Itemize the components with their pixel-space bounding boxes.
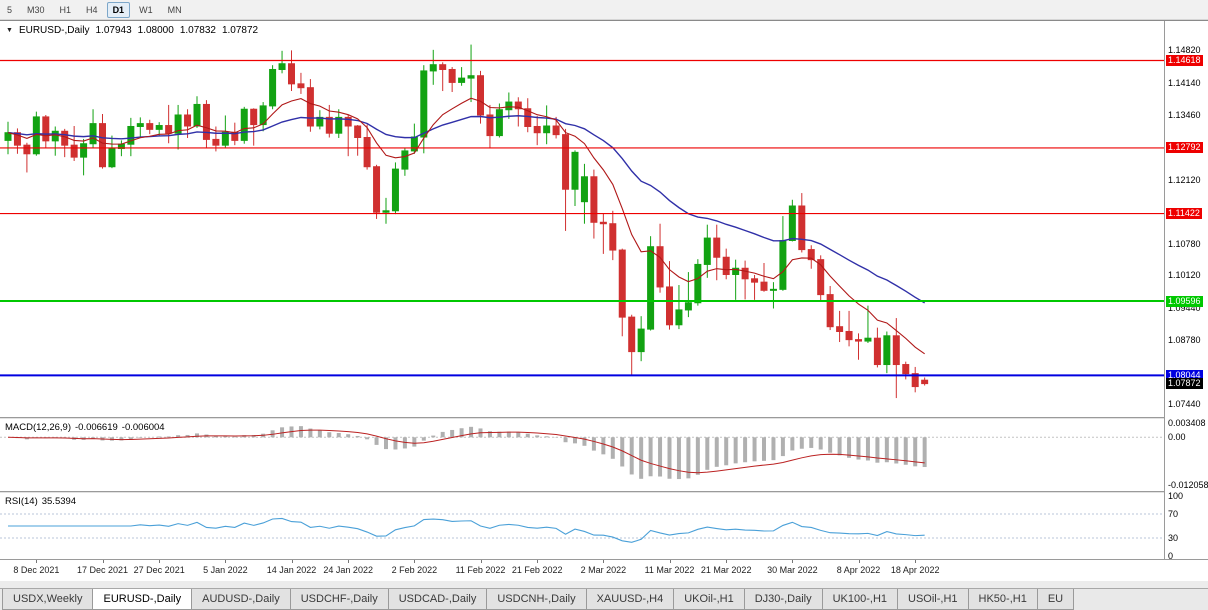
time-tick-label: 11 Mar 2022 bbox=[644, 565, 695, 575]
time-tick-label: 2 Feb 2022 bbox=[391, 565, 438, 575]
macd-main-value: -0.006619 bbox=[75, 422, 118, 433]
macd-pane-splitter[interactable] bbox=[0, 417, 1208, 419]
price-tick-label: 1.12120 bbox=[1168, 174, 1201, 185]
macd-axis-label: -0.012058 bbox=[1168, 479, 1208, 490]
chart-tab-ukoil-h1[interactable]: UKOil-,H1 bbox=[673, 589, 745, 610]
macd-panel[interactable] bbox=[0, 419, 1164, 491]
timeframe-button-w1[interactable]: W1 bbox=[139, 4, 153, 15]
rsi-axis-label: 100 bbox=[1168, 490, 1184, 501]
ohlc-high-value: 1.08000 bbox=[137, 25, 174, 36]
price-level-label: 1.14618 bbox=[1166, 54, 1203, 66]
time-tick-mark bbox=[858, 560, 860, 563]
chart-tab-eu[interactable]: EU bbox=[1036, 589, 1075, 610]
time-tick-label: 11 Feb 2022 bbox=[455, 565, 506, 575]
chart-tab-xauusd-h4[interactable]: XAUUSD-,H4 bbox=[585, 589, 675, 610]
rsi-pane-splitter[interactable] bbox=[0, 491, 1208, 493]
time-tick-mark bbox=[414, 560, 416, 563]
chart-tab-usdcnh-daily[interactable]: USDCNH-,Daily bbox=[486, 589, 587, 610]
time-tick-label: 21 Mar 2022 bbox=[700, 565, 752, 575]
time-tick-mark bbox=[480, 560, 482, 563]
time-tick-mark bbox=[291, 560, 293, 563]
main-price-chart[interactable] bbox=[0, 21, 1164, 417]
timeframe-button-5[interactable]: 5 bbox=[7, 4, 13, 15]
time-tick-label: 5 Jan 2022 bbox=[203, 565, 248, 575]
price-level-label: 1.11422 bbox=[1166, 208, 1202, 220]
time-tick-mark bbox=[348, 560, 350, 563]
time-tick-mark bbox=[36, 560, 38, 563]
ohlc-open-value: 1.07943 bbox=[95, 25, 132, 36]
chart-title: ▼ EURUSD-,Daily 1.07943 1.08000 1.07832 … bbox=[6, 25, 258, 36]
time-tick-mark bbox=[603, 560, 605, 563]
timeframe-button-m30[interactable]: M30 bbox=[27, 4, 45, 15]
time-tick-mark bbox=[669, 560, 671, 563]
time-tick-mark bbox=[159, 560, 161, 563]
timeframe-button-h1[interactable]: H1 bbox=[59, 4, 72, 15]
rsi-axis-label: 70 bbox=[1168, 508, 1179, 519]
price-tick-label: 1.07440 bbox=[1168, 398, 1201, 409]
rsi-panel[interactable] bbox=[0, 493, 1164, 559]
chart-tab-uk100-h1[interactable]: UK100-,H1 bbox=[821, 589, 899, 610]
time-tick-mark bbox=[225, 560, 227, 563]
chart-tab-audusd-daily[interactable]: AUDUSD-,Daily bbox=[191, 589, 291, 610]
time-tick-label: 18 Apr 2022 bbox=[890, 565, 940, 575]
time-tick-label: 8 Apr 2022 bbox=[836, 565, 881, 575]
ohlc-low-value: 1.07832 bbox=[179, 25, 216, 36]
time-tick-label: 14 Jan 2022 bbox=[266, 565, 317, 575]
rsi-label: RSI(14) 35.5394 bbox=[5, 496, 80, 507]
chart-tabs-bar: USDX,Weekly EURUSD-,Daily AUDUSD-,Daily USD… bbox=[0, 588, 1208, 610]
chart-tab-hk50-h1[interactable]: HK50-,H1 bbox=[967, 589, 1038, 610]
rsi-value: 35.5394 bbox=[41, 496, 77, 507]
chart-tab-usoil-h1[interactable]: USOil-,H1 bbox=[897, 589, 969, 610]
chart-tab-dj30-daily[interactable]: DJ30-,Daily bbox=[743, 589, 823, 610]
chart-tab-usdx-weekly[interactable]: USDX,Weekly bbox=[2, 589, 94, 610]
rsi-axis-label: 30 bbox=[1168, 532, 1179, 543]
price-tick-label: 1.09440 bbox=[1168, 302, 1201, 313]
timeframe-toolbar: 5 M30 H1 H4 D1 W1 MN bbox=[0, 0, 1208, 20]
macd-label: MACD(12,26,9) -0.006619 -0.006004 bbox=[5, 422, 169, 433]
price-tick-label: 1.08780 bbox=[1168, 334, 1201, 345]
price-tick-label: 1.13460 bbox=[1168, 110, 1201, 121]
price-tick-label: 1.10780 bbox=[1168, 238, 1201, 249]
timeframe-button-d1[interactable]: D1 bbox=[106, 1, 131, 18]
price-level-label: 1.12792 bbox=[1166, 142, 1203, 154]
time-tick-label: 17 Dec 2021 bbox=[76, 565, 129, 575]
time-tick-label: 2 Mar 2022 bbox=[580, 565, 627, 575]
price-tick-label: 1.14140 bbox=[1168, 77, 1201, 88]
time-tick-mark bbox=[915, 560, 917, 563]
price-tick-label: 1.14820 bbox=[1168, 45, 1201, 56]
timeframe-button-mn[interactable]: MN bbox=[167, 4, 182, 15]
macd-axis-label: 0.003408 bbox=[1168, 418, 1206, 429]
chart-dropdown-icon: ▼ bbox=[6, 27, 13, 34]
chart-symbol-label: EURUSD-,Daily bbox=[18, 25, 90, 36]
time-tick-mark bbox=[792, 560, 794, 563]
price-axis[interactable]: 1.14820 1.14140 1.13460 1.12120 1.10780 1.101… bbox=[1164, 21, 1208, 561]
chart-tab-eurusd-daily[interactable]: EURUSD-,Daily bbox=[92, 589, 193, 610]
time-tick-mark bbox=[726, 560, 728, 563]
chart-tab-usdchf-daily[interactable]: USDCHF-,Daily bbox=[289, 589, 389, 610]
time-tick-label: 21 Feb 2022 bbox=[511, 565, 563, 575]
ohlc-close-value: 1.07872 bbox=[221, 25, 259, 36]
time-tick-label: 27 Dec 2021 bbox=[133, 565, 185, 575]
rsi-axis-label: 0 bbox=[1168, 550, 1174, 561]
time-tick-label: 30 Mar 2022 bbox=[767, 565, 818, 575]
price-tick-label: 1.10120 bbox=[1168, 270, 1201, 281]
timeframe-button-h4[interactable]: H4 bbox=[86, 4, 98, 15]
macd-signal-value: -0.006004 bbox=[121, 422, 165, 433]
chart-window: ▼ EURUSD-,Daily 1.07943 1.08000 1.07832 … bbox=[0, 20, 1208, 581]
time-tick-mark bbox=[102, 560, 104, 563]
price-level-label: 1.09596 bbox=[1166, 295, 1203, 307]
chart-tab-usdcad-daily[interactable]: USDCAD-,Daily bbox=[387, 589, 488, 610]
price-level-label: 1.08044 bbox=[1166, 369, 1203, 381]
time-tick-mark bbox=[537, 560, 539, 563]
current-price-label: 1.07872 bbox=[1166, 378, 1203, 390]
macd-axis-label: 0.00 bbox=[1168, 431, 1186, 442]
time-tick-label: 24 Jan 2022 bbox=[323, 565, 373, 575]
macd-name: MACD(12,26,9) bbox=[5, 422, 71, 433]
time-axis[interactable]: 8 Dec 2021 17 Dec 2021 27 Dec 2021 5 Jan 20… bbox=[0, 559, 1208, 581]
rsi-name: RSI(14) bbox=[5, 496, 38, 507]
time-tick-label: 8 Dec 2021 bbox=[13, 565, 60, 575]
